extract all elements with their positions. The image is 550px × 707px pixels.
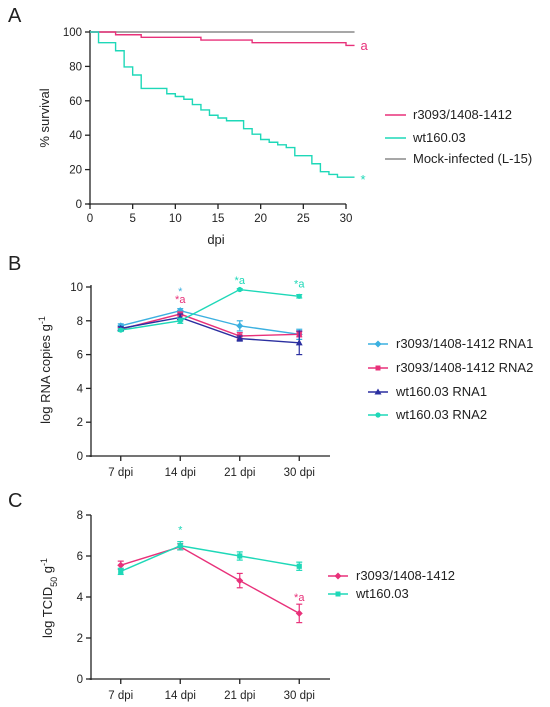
panel-c-legend: r3093/1408-1412 wt160.03 [328,568,455,601]
panel-b-point [236,334,244,342]
panel-c-point [296,563,302,569]
panel-c-label: C [8,490,22,512]
legend-b-label-1: r3093/1408-1412 RNA1 [396,336,533,351]
legend-b-marker-4 [375,412,381,418]
panel-b-ytick-label: 0 [77,451,83,463]
panel-c-xtick-label: 21 dpi [224,690,255,702]
panel-c-point [177,543,183,549]
panel-a-ytick-label: 60 [69,96,82,108]
panel-b-ylabel: log RNA copies g-1 [37,316,53,424]
panel-b-ticks: 7 dpi 14 dpi 21 dpi 30 dpi 0 2 4 6 8 10 [70,282,315,479]
legend-b-label-4: wt160.03 RNA2 [395,407,487,422]
panel-b-point [295,339,303,346]
panel-b-annotation: *a [294,279,305,291]
panel-a-label: A [8,5,22,27]
panel-a-xtick-label: 0 [87,213,93,225]
panel-a-ticks: 0 5 10 15 20 25 30 0 20 40 60 80 100 [63,27,353,225]
panel-c-series-line-2 [120,545,300,573]
panel-a-xtick-label: 20 [254,213,267,225]
panel-b-xtick-label: 14 dpi [165,467,196,479]
panel-a-xtick-label: 5 [129,213,135,225]
panel-b-legend: r3093/1408-1412 RNA1 r3093/1408-1412 RNA… [368,336,533,422]
panel-b-label: B [8,253,21,275]
panel-c-ytick-label: 4 [77,592,84,604]
panel-a-ylabel: % survival [37,88,52,147]
panel-c-annotation: *a [294,592,305,604]
panel-c-ylabel: log TCID50 g-1 [39,558,59,638]
panel-a-series-line-1 [90,31,355,47]
panel-b-series-line-2 [120,313,300,337]
panel-b-series: **a*a *a [117,275,305,356]
panel-b-point [236,322,244,330]
legend-a-label-3: Mock-infected (L-15) [413,151,532,166]
legend-c-label-2: wt160.03 [355,586,409,601]
panel-a-annotation: * [361,172,366,187]
panel-c-xtick-label: 14 dpi [165,690,196,702]
panel-b-ytick-label: 2 [77,417,83,429]
legend-b-label-3: wt160.03 RNA1 [395,384,487,399]
panel-b-annotation: * [178,286,183,298]
panel-c-xtick-label: 30 dpi [284,690,315,702]
legend-b-marker-2 [375,365,381,371]
legend-a-label-1: r3093/1408-1412 [413,107,512,122]
panel-c-point [236,577,244,585]
panel-b-ytick-label: 4 [77,383,84,395]
panel-b-point [296,293,302,299]
legend-a-label-2: wt160.03 [412,130,466,145]
panel-c-point [237,553,243,559]
panel-b-annotation: *a [235,275,246,287]
panel-c-series-line-1 [120,546,300,615]
panel-a-xlabel: dpi [207,232,224,247]
panel-b-axes: log RNA copies g-1 [37,285,330,457]
legend-c-marker-1 [334,572,342,580]
panel-a-ytick-label: 40 [69,130,82,142]
panel-c-series: * *a [117,524,305,624]
panel-c-ytick-label: 8 [77,510,83,522]
panel-b-series-line-3 [120,316,300,344]
panel-a-xtick-label: 25 [297,213,310,225]
panel-a-xtick-label: 15 [212,213,225,225]
panel-c-ticks: 7 dpi 14 dpi 21 dpi 30 dpi 0 2 4 6 8 [77,510,315,702]
panel-b-series-line-4 [120,288,300,331]
panel-c-ytick-label: 0 [77,674,83,686]
panel-b-xtick-label: 21 dpi [224,467,255,479]
legend-c-marker-2 [335,591,341,597]
panel-a-ytick-label: 20 [69,165,82,177]
legend-b-label-2: r3093/1408-1412 RNA2 [396,360,533,375]
panel-a-xtick-label: 10 [169,213,182,225]
legend-b-marker-1 [374,340,382,348]
panel-a-ytick-label: 0 [76,199,82,211]
panel-b-point [118,327,124,333]
panel-b-xtick-label: 7 dpi [108,467,133,479]
panel-c-point [295,609,303,617]
panel-b-ytick-label: 10 [70,282,83,294]
panel-b-point [237,286,243,293]
panel-a-legend: r3093/1408-1412 wt160.03 Mock-infected (… [385,107,532,166]
panel-b-annotation: *a [175,294,186,306]
panel-a-ytick-label: 80 [69,61,82,73]
panel-a-series-line-2 [90,31,355,178]
panel-b-ytick-label: 6 [77,350,83,362]
panel-a-annotation: a [361,38,369,53]
panel-b-series-line-1 [120,309,300,336]
panel-b-point [177,318,183,324]
legend-c-label-1: r3093/1408-1412 [356,568,455,583]
panel-b-ytick-label: 8 [77,316,83,328]
panel-c-xtick-label: 7 dpi [108,690,133,702]
panel-a-ytick-label: 100 [63,27,82,39]
panel-c-ytick-label: 6 [77,551,83,563]
panel-c-point [117,561,125,569]
panel-c-annotation: * [178,524,183,536]
legend-b-marker-3 [374,388,382,395]
panel-c-ytick-label: 2 [77,633,83,645]
panel-b-xtick-label: 30 dpi [284,467,315,479]
panel-a-series: a* [90,31,369,187]
panel-a-xtick-label: 30 [340,213,353,225]
panel-c-point [118,568,124,574]
